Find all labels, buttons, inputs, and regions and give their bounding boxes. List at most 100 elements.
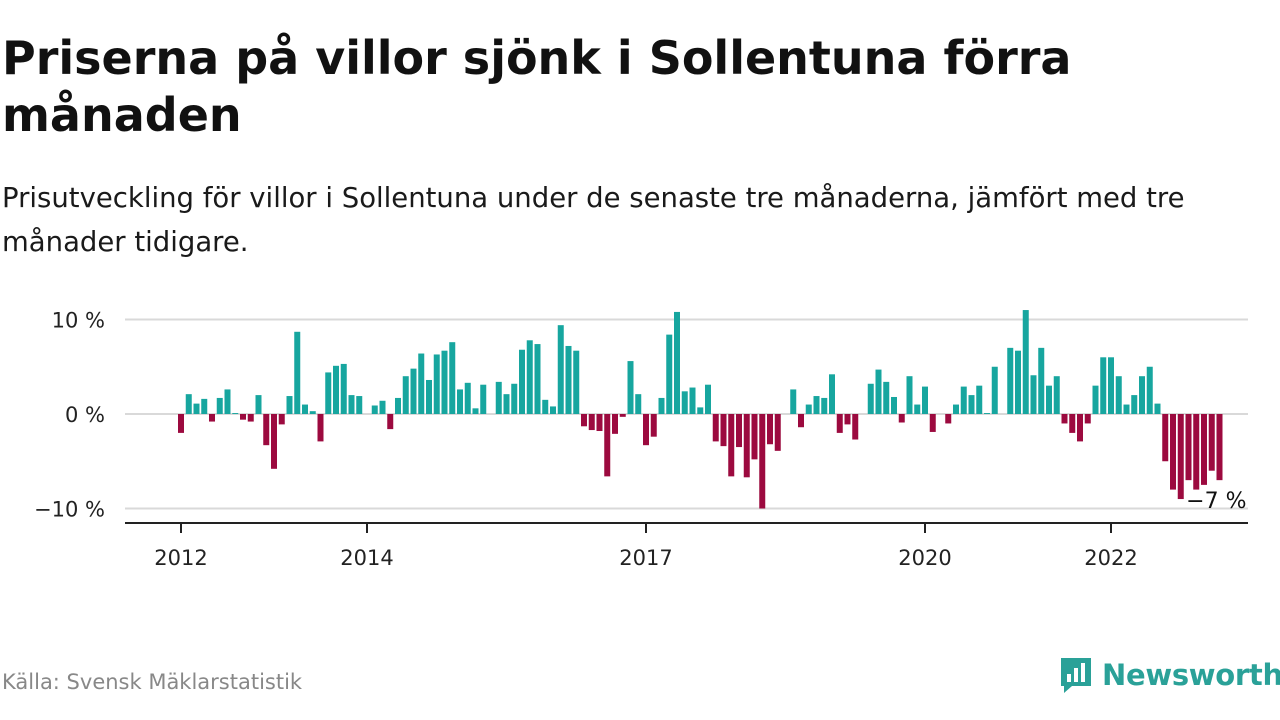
bar [1046, 385, 1052, 414]
bar [348, 395, 355, 414]
bar [891, 396, 897, 414]
bar [410, 368, 417, 414]
bar [945, 414, 952, 424]
bar [193, 403, 200, 414]
bar [658, 397, 665, 414]
x-tick-label: 2017 [619, 546, 672, 570]
newsworthy-logo: Newsworthy [1058, 653, 1280, 697]
chart-subtitle: Prisutveckling för villor i Sollentuna u… [2, 182, 1185, 258]
newsworthy-logo-icon [1061, 658, 1091, 693]
bar [185, 394, 192, 414]
bar [1053, 376, 1060, 414]
bar [418, 353, 425, 414]
bar [340, 363, 347, 414]
bar [681, 391, 688, 414]
bar [821, 397, 828, 414]
bar [596, 414, 603, 432]
bar [441, 350, 448, 414]
y-tick-label: −10 % [34, 498, 105, 522]
bar [1216, 414, 1223, 481]
bar [294, 331, 301, 414]
bar [286, 396, 293, 414]
bar [209, 414, 215, 422]
bar [728, 414, 735, 477]
x-tick-label: 2014 [340, 546, 393, 570]
bar [914, 404, 921, 414]
bar [875, 369, 882, 414]
bar [1030, 375, 1037, 414]
bar [395, 397, 401, 414]
bar [255, 395, 262, 414]
bar [612, 414, 618, 434]
bar [511, 383, 518, 414]
bar [1108, 357, 1114, 414]
bar [526, 340, 533, 414]
last-value-label: −7 % [1186, 489, 1246, 514]
bar [867, 383, 874, 414]
bar [813, 396, 820, 414]
bar [333, 365, 339, 414]
x-tick-label: 2012 [154, 546, 207, 570]
bar [976, 385, 983, 414]
bar [232, 413, 239, 414]
bar [991, 366, 998, 414]
bar [1208, 414, 1215, 471]
bar [829, 374, 835, 414]
bar [751, 414, 758, 460]
bar [472, 408, 479, 414]
bar [1084, 414, 1091, 424]
bar [697, 407, 704, 414]
x-tick-label: 2022 [1084, 546, 1137, 570]
bar [480, 384, 487, 414]
bar [836, 414, 843, 433]
bar [309, 411, 316, 414]
bar [968, 395, 975, 414]
bar [247, 414, 254, 422]
bar [263, 414, 270, 446]
bar [604, 414, 611, 477]
annotations: −7 % [1186, 489, 1246, 514]
bar [906, 376, 913, 414]
bar [588, 414, 595, 431]
bar [898, 414, 905, 423]
bar [705, 384, 711, 414]
bar [457, 389, 463, 414]
bar [1177, 414, 1184, 500]
bar [495, 381, 502, 414]
bar [1201, 414, 1207, 485]
bar [650, 414, 657, 437]
bar [371, 405, 378, 414]
bar [759, 414, 766, 509]
bar [1131, 395, 1138, 414]
source-note: Källa: Svensk Mäklarstatistik [2, 670, 303, 694]
bar [1193, 414, 1200, 490]
bar [317, 414, 324, 442]
bar [635, 394, 642, 414]
bar [201, 398, 208, 414]
bar [1022, 310, 1029, 414]
bar [883, 381, 890, 414]
bar [271, 414, 277, 469]
bar [953, 404, 959, 414]
bar [426, 379, 432, 414]
bar [433, 354, 440, 414]
bar [278, 414, 285, 425]
x-axis: 2012 2014 2017 2020 2022 [125, 522, 1248, 570]
bar [1139, 376, 1145, 414]
bar [805, 404, 812, 414]
bar [1038, 347, 1045, 414]
bar [643, 414, 649, 446]
bar [216, 397, 223, 414]
bar [1007, 347, 1014, 414]
bar [619, 414, 626, 417]
bar [929, 414, 936, 432]
bars [178, 310, 1223, 509]
bar [1069, 414, 1076, 433]
bar [1146, 366, 1153, 414]
bar [984, 413, 990, 414]
bar [581, 414, 587, 427]
y-axis-labels: 10 % 0 % −10 % [34, 309, 105, 522]
bar [542, 399, 549, 414]
bar [790, 389, 797, 414]
bar [557, 325, 564, 414]
